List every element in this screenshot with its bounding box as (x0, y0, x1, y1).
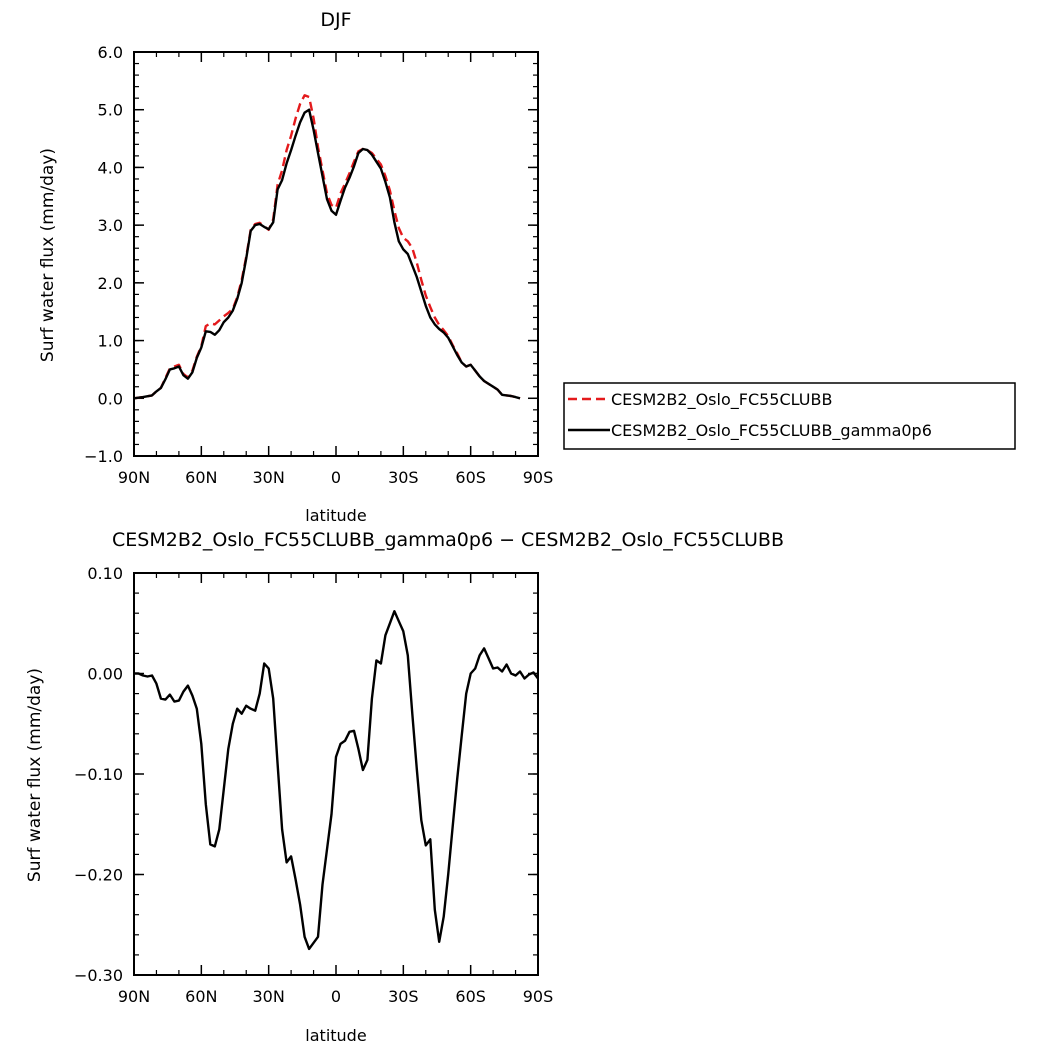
x-tick-label: 90N (118, 987, 150, 1006)
top-panel: DJF latitude Surf water flux (mm/day) 90… (38, 9, 553, 525)
bottom-chart-title: CESM2B2_Oslo_FC55CLUBB_gamma0p6 − CESM2B… (112, 529, 784, 551)
legend-label-series-1: CESM2B2_Oslo_FC55CLUBB (611, 390, 832, 410)
x-tick-label: 60S (455, 987, 486, 1006)
x-tick-label: 90N (118, 468, 150, 487)
top-y-axis-label: Surf water flux (mm/day) (38, 148, 58, 362)
series-line-1 (133, 94, 521, 400)
y-tick-label: 5.0 (98, 101, 123, 120)
legend-label-series-2: CESM2B2_Oslo_FC55CLUBB_gamma0p6 (611, 421, 932, 441)
bottom-panel: CESM2B2_Oslo_FC55CLUBB_gamma0p6 − CESM2B… (25, 529, 784, 1045)
x-tick-label: 60S (455, 468, 486, 487)
x-tick-label: 90S (523, 468, 554, 487)
series-line-2 (133, 108, 521, 400)
top-series-lines (133, 94, 521, 400)
bottom-x-axis-label: latitude (305, 1026, 366, 1045)
y-tick-label: 1.0 (98, 332, 123, 351)
x-tick-label: 0 (331, 987, 341, 1006)
series-line-1 (134, 610, 539, 951)
x-tick-label: 60N (185, 468, 217, 487)
legend: CESM2B2_Oslo_FC55CLUBB CESM2B2_Oslo_FC55… (563, 382, 1016, 450)
y-tick-label: 3.0 (98, 216, 123, 235)
bottom-y-axis-label: Surf water flux (mm/day) (25, 668, 45, 882)
top-plot-frame (133, 51, 539, 457)
top-chart-title: DJF (320, 9, 351, 31)
x-tick-label: 30S (388, 987, 419, 1006)
y-tick-label: −0.10 (74, 765, 123, 784)
top-x-axis-label: latitude (305, 506, 366, 525)
y-tick-label: 2.0 (98, 274, 123, 293)
x-tick-label: 30N (253, 987, 285, 1006)
bottom-plot-frame (133, 572, 539, 976)
y-tick-label: 0.10 (87, 564, 123, 583)
y-tick-label: −1.0 (84, 447, 123, 466)
y-tick-label: −0.30 (74, 966, 123, 985)
legend-box (563, 382, 1016, 450)
bottom-series-lines (134, 610, 539, 951)
x-tick-label: 90S (523, 987, 554, 1006)
x-tick-label: 60N (185, 987, 217, 1006)
y-tick-label: 0.0 (98, 389, 123, 408)
y-tick-label: −0.20 (74, 866, 123, 885)
bottom-ticks: 90N 60N 30N 0 30S 60S 90S −0.30 −0.20 −0.10 0.00 0.… (74, 564, 553, 1006)
y-tick-label: 4.0 (98, 158, 123, 177)
x-tick-label: 0 (331, 468, 341, 487)
x-tick-label: 30N (253, 468, 285, 487)
y-tick-label: 6.0 (98, 43, 123, 62)
x-tick-label: 30S (388, 468, 419, 487)
top-ticks: 90N 60N 30N 0 30S 60S 90S −1.0 0.0 1.0 2.0 3.0 4.0 5.… (84, 43, 553, 487)
y-tick-label: 0.00 (87, 665, 123, 684)
